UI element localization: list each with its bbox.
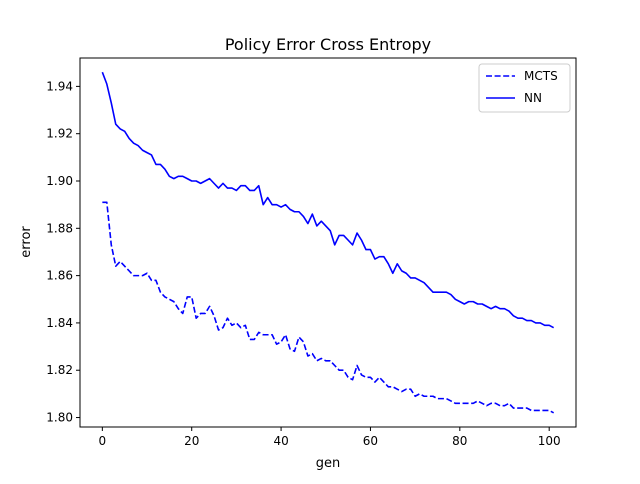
y-axis-ticks: 1.80 1.82 1.84 1.86 1.88 1.90 1.92 1.94 <box>46 79 80 425</box>
y-tick-label: 1.80 <box>46 411 73 425</box>
legend-label-nn: NN <box>524 91 542 105</box>
y-tick-label: 1.90 <box>46 174 73 188</box>
x-tick-label: 100 <box>538 434 561 448</box>
y-tick-label: 1.88 <box>46 221 73 235</box>
y-axis-label: error <box>19 226 34 258</box>
x-tick-label: 0 <box>99 434 107 448</box>
x-tick-label: 80 <box>452 434 467 448</box>
x-tick-label: 20 <box>184 434 199 448</box>
legend-box <box>478 63 571 113</box>
y-tick-label: 1.94 <box>46 79 73 93</box>
x-axis-ticks: 0 20 40 60 80 100 <box>99 427 561 448</box>
x-tick-label: 40 <box>273 434 288 448</box>
y-tick-label: 1.84 <box>46 316 73 330</box>
x-axis-label: gen <box>316 456 341 471</box>
legend: MCTS NN <box>478 63 571 113</box>
series-line-nn <box>101 71 555 329</box>
legend-label-mcts: MCTS <box>524 69 558 83</box>
chart-title: Policy Error Cross Entropy <box>225 35 431 54</box>
x-tick-label: 60 <box>363 434 378 448</box>
y-tick-label: 1.92 <box>46 127 73 141</box>
series-line-mcts <box>102 201 555 414</box>
plot-frame <box>79 57 577 428</box>
y-tick-label: 1.82 <box>46 363 73 377</box>
series-layer <box>101 71 555 414</box>
y-tick-label: 1.86 <box>46 269 73 283</box>
